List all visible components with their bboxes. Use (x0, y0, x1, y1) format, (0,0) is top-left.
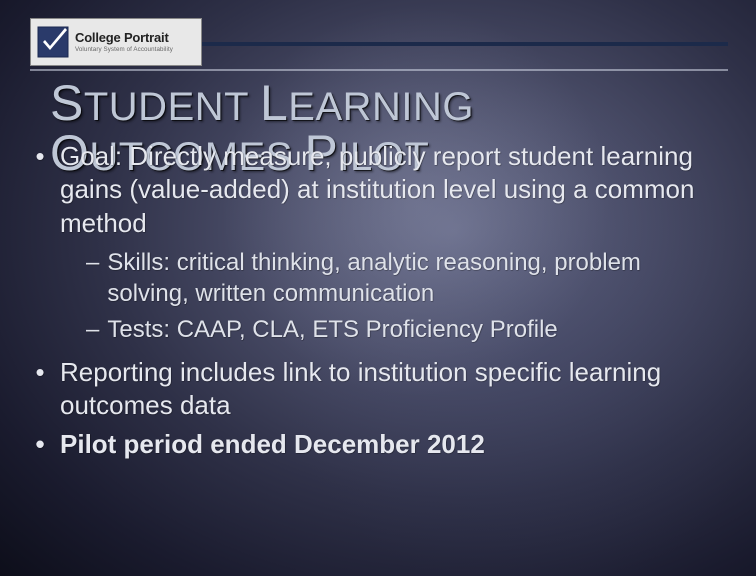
bullet-pilot-ended: • Pilot period ended December 2012 (32, 428, 728, 461)
slide-body: • Goal: Directly measure, publicly repor… (32, 140, 728, 468)
logo-checkmark-icon (37, 26, 69, 58)
bullet-reporting: • Reporting includes link to institution… (32, 356, 728, 423)
logo-subtitle: Voluntary System of Accountability (75, 47, 173, 53)
logo-text: College Portrait Voluntary System of Acc… (75, 31, 173, 53)
bullet-marker: – (86, 248, 99, 309)
bullet-marker: • (32, 428, 48, 461)
bullet-text: Goal: Directly measure, publicly report … (60, 140, 728, 240)
bullet-goal: • Goal: Directly measure, publicly repor… (32, 140, 728, 240)
bullet-text: Reporting includes link to institution s… (60, 356, 728, 423)
bullet-marker: – (86, 315, 99, 346)
bullet-text: Skills: critical thinking, analytic reas… (107, 248, 728, 309)
bullet-marker: • (32, 356, 48, 423)
header-rule-light (30, 69, 728, 71)
logo-title: College Portrait (75, 31, 173, 44)
bullet-text: Tests: CAAP, CLA, ETS Proficiency Profil… (107, 315, 728, 346)
bullet-text: Pilot period ended December 2012 (60, 428, 728, 461)
bullet-skills: – Skills: critical thinking, analytic re… (86, 248, 728, 309)
bullet-marker: • (32, 140, 48, 240)
bullet-tests: – Tests: CAAP, CLA, ETS Proficiency Prof… (86, 315, 728, 346)
logo-badge: College Portrait Voluntary System of Acc… (30, 18, 202, 66)
